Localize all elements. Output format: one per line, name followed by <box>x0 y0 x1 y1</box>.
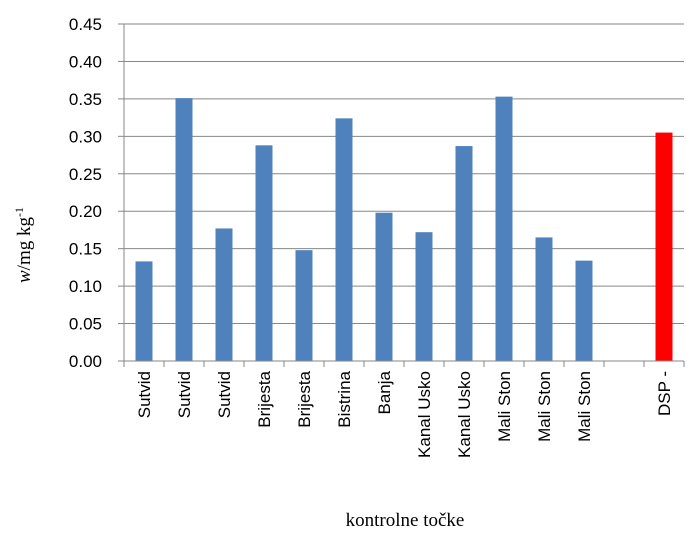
bar <box>495 96 513 362</box>
x-tick-label: Brijesta <box>255 370 274 427</box>
x-tick-label: Bistrina <box>335 370 354 427</box>
y-tick-label: 0.30 <box>69 127 102 146</box>
bar <box>335 118 353 361</box>
x-tick-label: Kanal Usko <box>455 371 474 458</box>
y-tick-label: 0.00 <box>69 352 102 371</box>
bar <box>455 146 473 361</box>
bar <box>175 98 193 361</box>
y-tick-label: 0.10 <box>69 277 102 296</box>
gridlines <box>118 23 684 362</box>
bar <box>215 228 233 361</box>
y-tick-label: 0.15 <box>69 240 102 259</box>
bar <box>135 261 153 361</box>
bars <box>135 96 673 362</box>
bar <box>375 212 393 361</box>
x-tick-label: Mali Ston <box>575 371 594 442</box>
bar <box>415 232 433 361</box>
y-tick-label: 0.20 <box>69 202 102 221</box>
y-tick-label: 0.05 <box>69 315 102 334</box>
x-tick-label: Brijesta <box>295 370 314 427</box>
x-tick-label: DSP - <box>655 371 674 416</box>
x-tick-label: Sutvid <box>215 371 234 418</box>
x-axis-title: kontrolne točke <box>346 510 465 531</box>
axes <box>123 24 685 367</box>
bar <box>255 145 273 361</box>
x-tick-label: Sutvid <box>175 371 194 418</box>
y-axis-title-symbol: w <box>14 270 35 283</box>
y-tick-label: 0.35 <box>69 90 102 109</box>
x-tick-label: Mali Ston <box>495 371 514 442</box>
x-tick-label: Sutvid <box>135 371 154 418</box>
y-axis-title-unit: /mg kg <box>14 217 35 271</box>
x-tick-label: Banja <box>375 370 394 414</box>
y-tick-label: 0.25 <box>69 165 102 184</box>
y-axis-title: w/mg kg-1 <box>12 207 35 283</box>
y-tick-label: 0.40 <box>69 52 102 71</box>
bar <box>535 237 553 361</box>
bar <box>295 250 313 361</box>
y-tick-label: 0.45 <box>69 15 102 34</box>
x-tick-labels: Sutvid Sutvid Sutvid Brijesta Brijesta Bistri… <box>135 370 674 457</box>
y-axis-title-exponent: -1 <box>12 207 26 217</box>
x-tick-label: Mali Ston <box>535 371 554 442</box>
y-tick-labels: 0.00 0.05 0.10 0.15 0.20 0.25 0.30 0.35 0.40 0.45 <box>69 15 102 371</box>
bar <box>575 260 593 361</box>
x-tick-label: Kanal Usko <box>415 371 434 458</box>
bar <box>655 132 673 361</box>
